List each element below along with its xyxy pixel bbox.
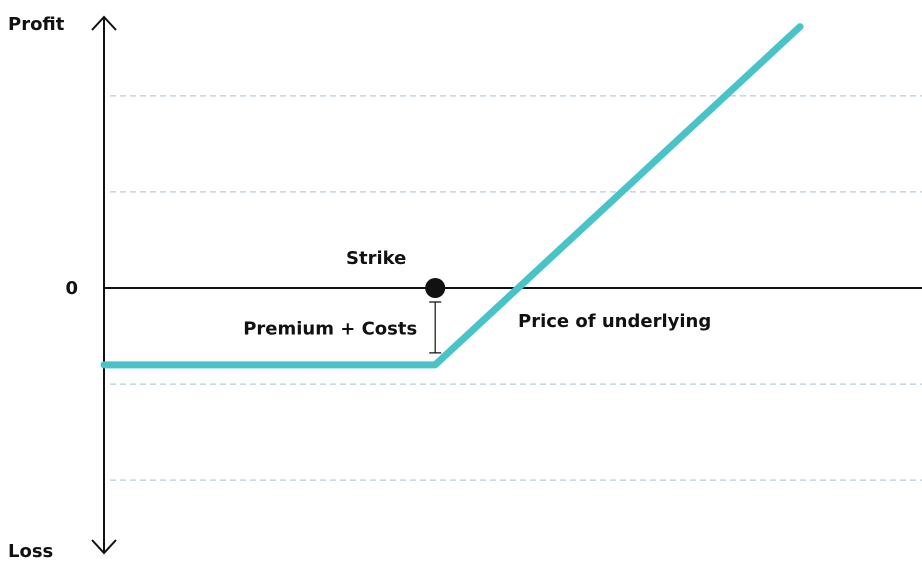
y-label-top: Profit	[8, 14, 65, 35]
y-tick-label: 0	[65, 278, 78, 299]
premium-bracket	[429, 301, 442, 354]
payoff-line	[100, 23, 804, 369]
arrow-up	[91, 15, 117, 31]
strike-point	[425, 278, 446, 298]
arrow-down	[91, 539, 117, 555]
premium-label: Premium + Costs	[243, 318, 417, 339]
strike-label: Strike	[346, 248, 406, 269]
x-label: Price of underlying	[518, 311, 711, 332]
y-label-bottom: Loss	[8, 541, 53, 561]
